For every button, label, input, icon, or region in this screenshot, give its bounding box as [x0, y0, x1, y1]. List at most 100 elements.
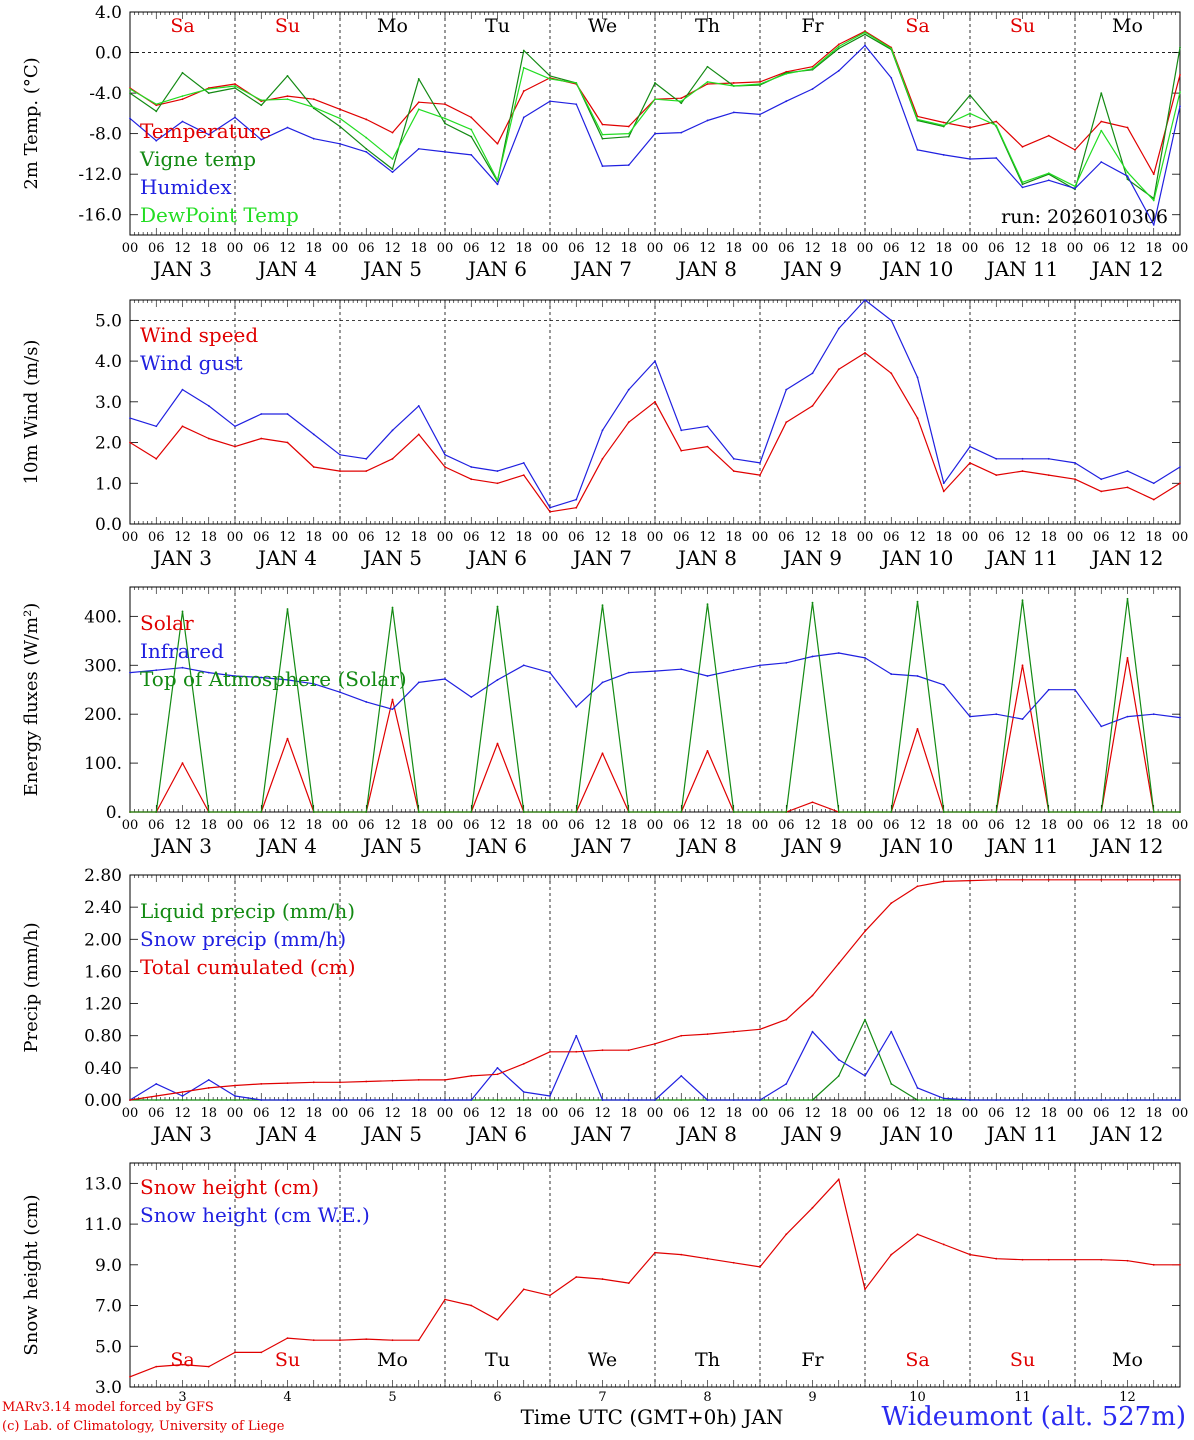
data-point [785, 72, 788, 75]
data-point [496, 1318, 499, 1321]
hour-tick-label: 12 [594, 818, 611, 833]
data-point [496, 1099, 499, 1101]
data-point [129, 1375, 131, 1378]
hour-tick-label: 18 [410, 241, 427, 256]
data-point [759, 1265, 761, 1268]
y-tick-label: -12.0 [78, 165, 122, 185]
data-point [575, 498, 578, 501]
data-point [1100, 878, 1103, 881]
data-point [654, 1099, 656, 1101]
data-point [444, 103, 446, 106]
data-point [234, 445, 236, 448]
hour-tick-label: 12 [909, 241, 926, 256]
data-point [549, 78, 551, 80]
data-point [549, 1294, 551, 1297]
hour-tick-label: 12 [279, 241, 296, 256]
data-point [706, 675, 709, 677]
data-point [759, 664, 761, 667]
legend-entry: Wind gust [140, 351, 243, 375]
data-point [496, 679, 499, 681]
data-point [1021, 186, 1024, 189]
data-point [286, 1337, 289, 1340]
data-point [260, 138, 263, 141]
day-label: JAN 12 [1090, 1122, 1164, 1146]
data-point [470, 154, 473, 156]
y-tick-label: 2.00 [84, 930, 122, 950]
data-point [916, 885, 919, 888]
hour-tick-label: 00 [857, 818, 874, 833]
hour-tick-label: 06 [673, 530, 690, 545]
weekday-label: Mo [377, 1349, 408, 1371]
data-point [181, 666, 184, 669]
day-label: JAN 4 [256, 1122, 317, 1146]
hour-tick-label: 06 [568, 1106, 585, 1121]
data-point [339, 470, 341, 472]
data-point [470, 116, 473, 119]
day-number-label: 3 [178, 1390, 186, 1405]
data-point [155, 457, 158, 460]
data-point [995, 1257, 998, 1260]
weekday-label: Sa [905, 1349, 929, 1371]
data-point [522, 474, 525, 477]
data-point [365, 811, 368, 813]
day-label: JAN 6 [466, 834, 527, 858]
data-point [837, 45, 840, 48]
data-point [601, 429, 604, 432]
data-point [1100, 1258, 1103, 1261]
data-point [522, 664, 525, 667]
legend-entry: Vigne temp [139, 147, 256, 171]
hour-tick-label: 00 [647, 241, 664, 256]
hour-tick-label: 00 [1067, 241, 1084, 256]
data-point [995, 811, 998, 813]
data-point [785, 421, 788, 424]
data-point [365, 1099, 368, 1101]
data-point [575, 1099, 578, 1101]
data-point [1100, 490, 1103, 493]
data-point [417, 681, 420, 684]
data-point [286, 95, 289, 98]
y-tick-label: 2.0 [95, 434, 122, 454]
data-point [864, 33, 866, 36]
data-point [995, 124, 998, 127]
hour-tick-label: 12 [384, 241, 401, 256]
data-point [1126, 178, 1129, 181]
data-point [496, 183, 499, 186]
day-label: JAN 9 [781, 834, 842, 858]
data-point [1074, 811, 1076, 813]
data-point [260, 1083, 263, 1085]
data-point [1047, 172, 1050, 175]
data-point [1179, 91, 1181, 93]
data-point [627, 125, 630, 128]
data-point [522, 90, 525, 92]
data-point [312, 1099, 315, 1101]
data-point [286, 126, 289, 129]
y-tick-label: 4.0 [95, 352, 122, 372]
data-point [942, 1097, 945, 1100]
data-point [1021, 599, 1024, 602]
day-label: JAN 3 [151, 257, 212, 281]
data-point [1074, 462, 1076, 464]
day-label: JAN 8 [676, 1122, 737, 1146]
data-point [470, 1304, 473, 1307]
data-point [155, 1095, 158, 1097]
day-label: JAN 11 [985, 834, 1059, 858]
data-point [575, 811, 578, 813]
hour-tick-label: 12 [279, 818, 296, 833]
data-point [1100, 120, 1103, 123]
data-point [391, 1079, 394, 1082]
data-point [890, 1030, 893, 1033]
hour-tick-label: 06 [463, 241, 480, 256]
data-point [732, 470, 735, 472]
data-point [654, 1042, 656, 1045]
data-point [155, 139, 158, 142]
day-label: JAN 6 [466, 257, 527, 281]
data-point [785, 1083, 788, 1085]
hour-tick-label: 00 [332, 818, 349, 833]
data-point [732, 82, 735, 84]
hour-tick-label: 00 [227, 818, 244, 833]
data-point [207, 1079, 210, 1081]
data-point [286, 737, 289, 740]
data-point [470, 135, 473, 138]
data-point [1152, 223, 1155, 226]
day-label: JAN 8 [676, 546, 737, 570]
